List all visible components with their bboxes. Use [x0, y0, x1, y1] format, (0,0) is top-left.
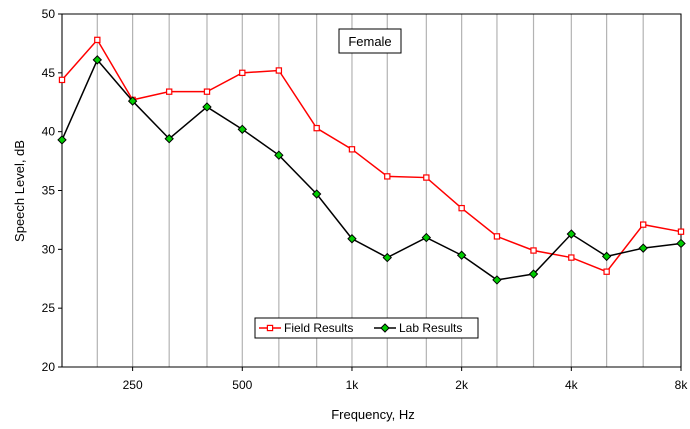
data-point [638, 243, 648, 253]
data-point [382, 252, 392, 263]
data-point [528, 269, 539, 279]
data-point [530, 247, 537, 254]
data-point [57, 135, 67, 145]
y-tick-label: 25 [42, 301, 56, 315]
annotation-label: Female [348, 34, 391, 49]
data-point [456, 250, 467, 260]
data-point [311, 189, 322, 199]
y-tick-label: 30 [42, 242, 56, 256]
data-point [492, 275, 502, 285]
data-point [493, 233, 501, 240]
y-tick-label: 35 [42, 184, 56, 198]
series-field-results [58, 36, 685, 275]
data-point [237, 124, 247, 135]
data-point [423, 174, 430, 181]
y-tick-label: 40 [42, 125, 56, 139]
data-point [203, 88, 211, 95]
data-point [165, 88, 173, 95]
data-point [274, 150, 284, 160]
data-point [421, 232, 432, 243]
data-point [603, 268, 610, 275]
data-point [640, 221, 647, 228]
y-tick-label: 45 [42, 66, 56, 80]
legend-label: Field Results [284, 321, 353, 335]
legend: Field Results Lab Results [254, 317, 479, 339]
x-tick-label: 2k [455, 378, 469, 392]
legend-box [254, 317, 479, 339]
data-point [58, 76, 66, 84]
series-layer [57, 36, 686, 285]
data-point [92, 55, 103, 65]
annotation-box: Female [338, 28, 402, 54]
series-line [61, 58, 682, 281]
data-point [348, 146, 356, 153]
legend-item: Lab Results [374, 321, 462, 335]
data-point [601, 251, 612, 262]
x-axis-title: Frequency, Hz [331, 407, 415, 422]
legend-item: Field Results [259, 321, 353, 335]
data-point [127, 96, 138, 106]
data-point [164, 134, 174, 144]
x-tick-label: 1k [346, 378, 360, 392]
y-axis-title: Speech Level, dB [12, 140, 27, 242]
series-line [61, 38, 682, 273]
x-axis: 250 500 1k 2k 4k 8k [123, 367, 689, 392]
data-point [568, 254, 575, 261]
x-tick-label: 4k [565, 378, 579, 392]
data-point [94, 36, 101, 44]
x-tick-label: 250 [123, 378, 143, 392]
data-point [239, 69, 246, 77]
series-lab-results [57, 55, 686, 285]
data-point [313, 124, 320, 132]
grid-lines [61, 14, 682, 367]
data-point [347, 234, 357, 244]
legend-label: Lab Results [399, 321, 462, 335]
x-tick-label: 500 [232, 378, 252, 392]
data-point [202, 102, 212, 112]
data-point [566, 229, 577, 239]
x-tick-label: 8k [675, 378, 689, 392]
plot-area [61, 13, 682, 368]
y-tick-label: 20 [42, 360, 56, 374]
data-point [266, 324, 274, 332]
data-point [458, 204, 465, 212]
data-point [676, 238, 686, 249]
y-axis: 20 25 30 35 40 45 50 [42, 7, 62, 374]
y-tick-label: 50 [42, 7, 56, 21]
data-point [380, 323, 390, 333]
data-point [275, 67, 283, 74]
data-point [677, 228, 685, 235]
data-point [384, 173, 391, 180]
